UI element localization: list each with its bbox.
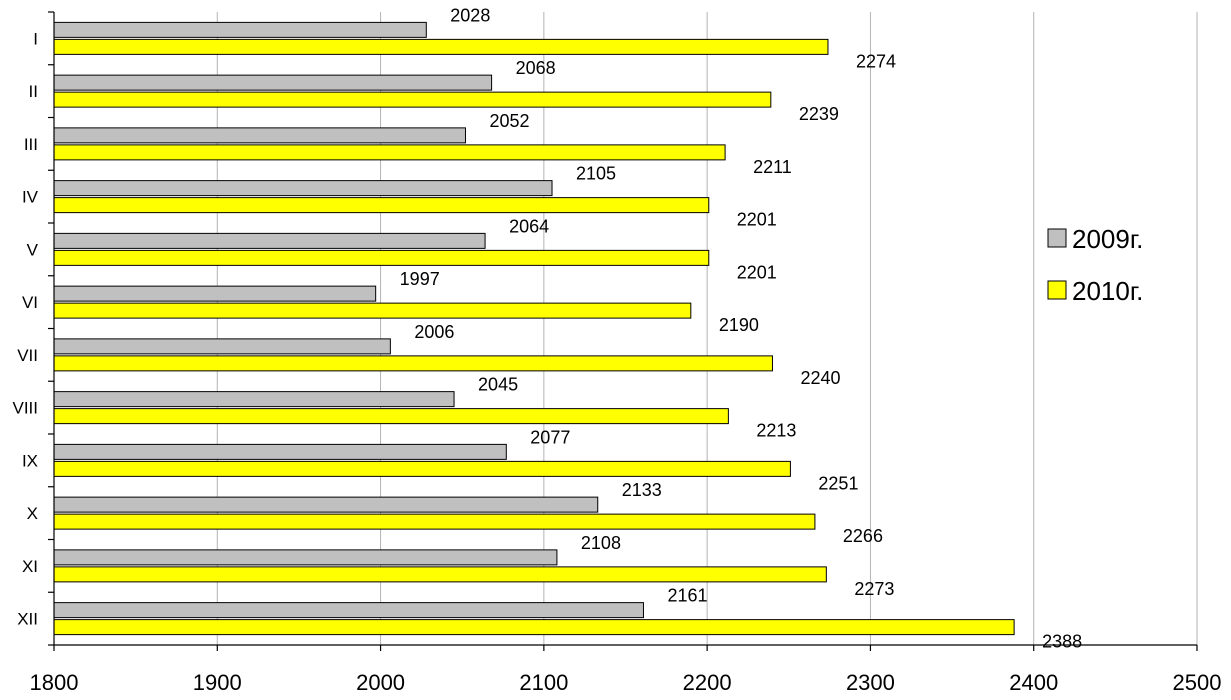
x-tick-label-2500: 2500 [1173, 670, 1222, 695]
bar-2009-XII [53, 602, 644, 619]
x-tick-label-2200: 2200 [683, 670, 732, 695]
value-label-2010-XI: 2273 [854, 579, 894, 599]
bar-2010-III [53, 144, 726, 161]
x-tick-label-2300: 2300 [846, 670, 895, 695]
value-label-2010-VII: 2240 [800, 368, 840, 388]
bar-2009-VII [53, 338, 391, 355]
value-label-2010-V: 2201 [737, 262, 777, 282]
bar-2010-XI [53, 566, 827, 583]
bar-2009-II [53, 74, 493, 91]
category-label-XI: XI [22, 557, 38, 576]
category-label-XII: XII [17, 610, 38, 629]
value-label-2010-VI: 2190 [719, 315, 759, 335]
value-label-2009-V: 2064 [509, 216, 549, 236]
value-label-2010-X: 2266 [843, 526, 883, 546]
bar-2009-X [53, 496, 599, 513]
x-tick-label-2000: 2000 [356, 670, 405, 695]
category-label-III: III [24, 135, 38, 154]
bar-2010-VII [53, 355, 773, 372]
legend-swatch-1 [1047, 280, 1067, 300]
value-label-2009-VIII: 2045 [478, 375, 518, 395]
bar-2009-V [53, 232, 486, 249]
bar-2009-III [53, 127, 466, 144]
bar-2009-IV [53, 180, 553, 197]
x-tick-label-1800: 1800 [30, 670, 79, 695]
value-label-2009-II: 2068 [516, 58, 556, 78]
bar-2010-VI [53, 302, 692, 319]
x-tick-label-1900: 1900 [193, 670, 242, 695]
bar-2010-VIII [53, 408, 729, 425]
category-label-IX: IX [22, 451, 38, 470]
bar-2010-V [53, 249, 710, 266]
bar-2010-IX [53, 460, 791, 477]
bar-2010-IV [53, 197, 710, 214]
bar-2009-XI [53, 549, 558, 566]
bar-2009-I [53, 21, 427, 38]
value-label-2009-IV: 2105 [576, 164, 616, 184]
x-tick-label-2100: 2100 [519, 670, 568, 695]
category-label-I: I [33, 29, 38, 48]
value-label-2009-IX: 2077 [530, 427, 570, 447]
value-label-2010-VIII: 2213 [756, 421, 796, 441]
bar-2010-X [53, 513, 816, 530]
value-label-2009-XI: 2108 [581, 533, 621, 553]
category-label-VIII: VIII [12, 399, 38, 418]
value-label-2009-XII: 2161 [667, 586, 707, 606]
legend-label-1: 2010г. [1072, 276, 1143, 306]
value-label-2010-XII: 2388 [1042, 632, 1082, 652]
bar-2010-XII [53, 619, 1015, 636]
value-label-2010-IV: 2201 [737, 210, 777, 230]
category-label-V: V [27, 240, 39, 259]
value-label-2010-II: 2239 [799, 104, 839, 124]
legend-label-0: 2009г. [1072, 224, 1143, 254]
bar-2009-IX [53, 443, 507, 460]
category-label-VII: VII [17, 346, 38, 365]
legend-swatch-0 [1047, 228, 1067, 248]
bar-2010-II [53, 91, 772, 108]
value-label-2009-X: 2133 [622, 480, 662, 500]
value-label-2010-I: 2274 [856, 51, 896, 71]
category-label-IV: IV [22, 188, 39, 207]
bar-2009-VIII [53, 391, 455, 408]
category-label-X: X [27, 504, 38, 523]
category-label-VI: VI [22, 293, 38, 312]
value-label-2009-VI: 1997 [400, 269, 440, 289]
value-label-2009-VII: 2006 [414, 322, 454, 342]
bar-2009-VI [53, 285, 377, 302]
value-label-2009-III: 2052 [489, 111, 529, 131]
x-tick-label-2400: 2400 [1009, 670, 1058, 695]
value-label-2009-I: 2028 [450, 5, 490, 25]
category-label-II: II [29, 82, 38, 101]
value-label-2010-III: 2211 [753, 157, 792, 177]
bar-2010-I [53, 38, 829, 55]
value-label-2010-IX: 2251 [818, 473, 858, 493]
